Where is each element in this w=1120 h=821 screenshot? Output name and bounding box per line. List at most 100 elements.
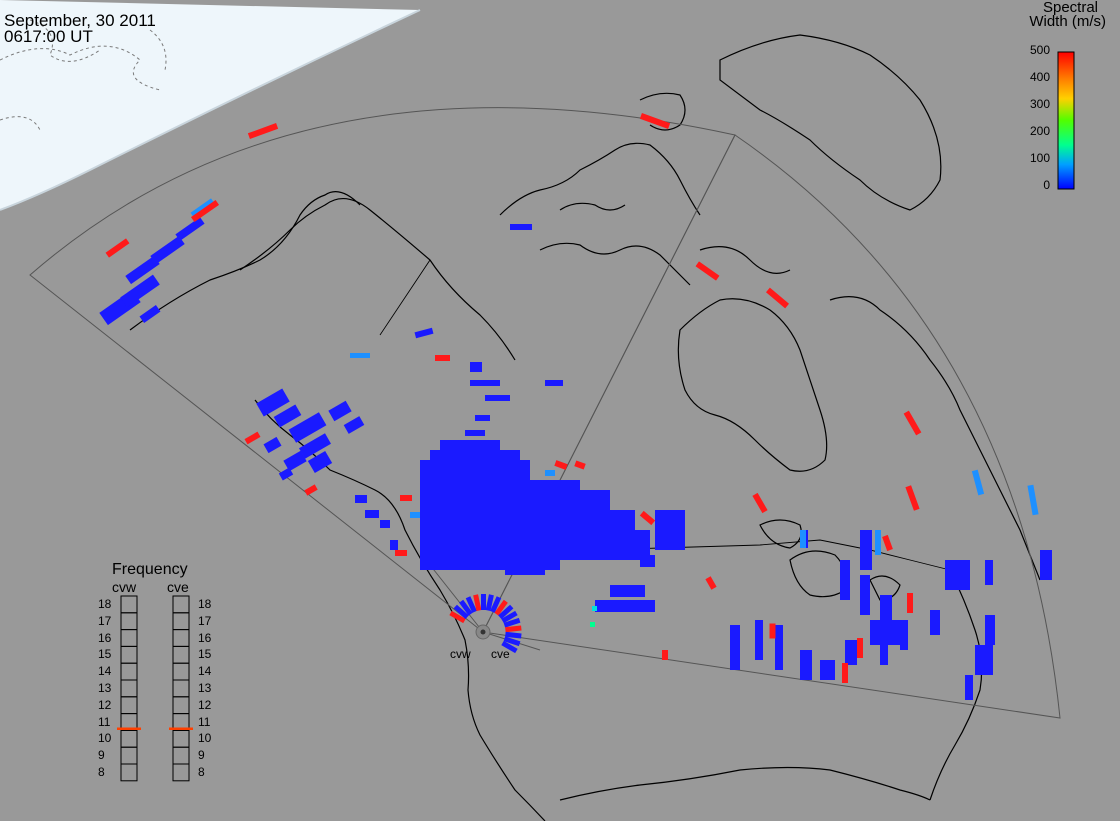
frequency-box	[120, 629, 138, 647]
daylight-coastline	[0, 19, 167, 131]
echo-cell	[328, 400, 352, 422]
echo-cell	[769, 623, 776, 639]
echo-cell	[752, 492, 768, 514]
echo-cell	[610, 585, 645, 597]
echo-cell	[882, 534, 893, 552]
echo-cell	[307, 450, 333, 474]
frequency-scale-label-left: 8	[98, 765, 105, 779]
echo-cell	[907, 593, 913, 613]
echo-cell	[365, 510, 379, 518]
echo-cell	[150, 235, 185, 265]
echo-cell	[455, 440, 480, 460]
echo-cell	[574, 460, 586, 470]
echo-cell	[510, 224, 532, 230]
echo-cell	[800, 650, 812, 680]
frequency-box	[172, 612, 190, 631]
echo-cell	[244, 431, 261, 445]
echo-cell	[880, 640, 888, 665]
echo-cell	[501, 610, 518, 624]
echo-cell	[730, 625, 740, 670]
echo-cell	[190, 199, 220, 223]
echo-cell	[481, 594, 486, 610]
frequency-scale-label-left: 17	[98, 613, 112, 628]
echo-cell	[299, 433, 331, 459]
frequency-box	[120, 679, 138, 698]
frequency-box	[120, 746, 138, 765]
echo-cell	[600, 510, 635, 560]
echo-cell	[639, 113, 671, 129]
radar-site-center	[480, 629, 486, 635]
echo-cell	[470, 362, 482, 372]
radar-echoes	[99, 113, 1052, 700]
echo-cell	[475, 415, 490, 421]
scale-title-line1: Spectral	[1042, 0, 1098, 16]
time-label: 0617:00 UT	[4, 27, 93, 46]
echo-cell	[414, 327, 434, 339]
echo-cell	[755, 620, 763, 660]
frequency-scale-label-right: 15	[198, 647, 212, 662]
frequency-box	[120, 763, 138, 782]
scale-title-line2: Width (m/s)	[1029, 13, 1106, 30]
echo-cell	[505, 631, 522, 639]
radar-label-west: cvw	[450, 647, 471, 661]
echo-cell	[400, 495, 412, 501]
echo-cell	[453, 604, 469, 620]
echo-cell	[655, 510, 685, 550]
scale-tick-label: 300	[1029, 97, 1050, 111]
frequency-title: Frequency	[112, 561, 188, 578]
echo-cell	[485, 594, 494, 612]
frequency-scale-label-right: 12	[198, 697, 212, 712]
echo-cell	[545, 470, 555, 476]
echo-cell	[860, 575, 870, 615]
echo-cell	[1040, 550, 1052, 580]
frequency-scale-label-left: 14	[98, 664, 112, 679]
frequency-box	[120, 662, 138, 681]
echo-cell	[494, 599, 508, 616]
echo-cell	[965, 675, 973, 700]
frequency-scale-label-left: 13	[98, 681, 112, 695]
frequency-scale-label-right: 16	[198, 630, 212, 645]
echo-cell	[775, 625, 783, 670]
fov-outlines	[29, 107, 1061, 719]
echo-cell	[395, 550, 407, 556]
echo-cell	[662, 650, 668, 660]
echo-cell	[590, 622, 595, 627]
frequency-box	[120, 595, 138, 614]
echo-cell	[503, 636, 521, 647]
frequency-box	[120, 729, 138, 748]
echo-cell	[765, 287, 790, 309]
echo-cell	[505, 625, 522, 633]
echo-cell	[247, 123, 279, 139]
echo-cell	[273, 404, 302, 428]
echo-cell	[459, 599, 473, 616]
echo-cell	[860, 530, 872, 570]
echo-cell	[880, 595, 892, 625]
scale-tick-label: 200	[1029, 124, 1050, 138]
echo-cell	[105, 238, 130, 258]
frequency-box	[120, 612, 138, 631]
echo-cell	[875, 530, 881, 555]
frequency-scale-label-right: 10	[198, 731, 212, 746]
echo-cell	[930, 610, 940, 635]
frequency-boxes	[117, 595, 193, 782]
echo-cell	[903, 410, 922, 436]
frequency-box	[172, 763, 190, 782]
echo-cell	[470, 380, 500, 386]
radar-label-east: cve	[491, 647, 510, 661]
echo-cell	[985, 615, 995, 645]
terminator-line	[0, 9, 421, 211]
echo-cell	[390, 540, 398, 550]
echo-cell	[985, 560, 993, 585]
frequency-scale-label-left: 10	[98, 731, 112, 746]
scale-tick-label: 400	[1029, 70, 1050, 84]
echo-cell	[592, 606, 597, 611]
echo-cell	[905, 485, 920, 511]
echo-cell	[175, 217, 205, 241]
echo-cell	[857, 638, 863, 658]
echo-cell	[842, 663, 848, 683]
frequency-box	[172, 696, 190, 715]
scale-tick-label: 500	[1029, 43, 1050, 57]
echo-cell	[975, 645, 993, 675]
